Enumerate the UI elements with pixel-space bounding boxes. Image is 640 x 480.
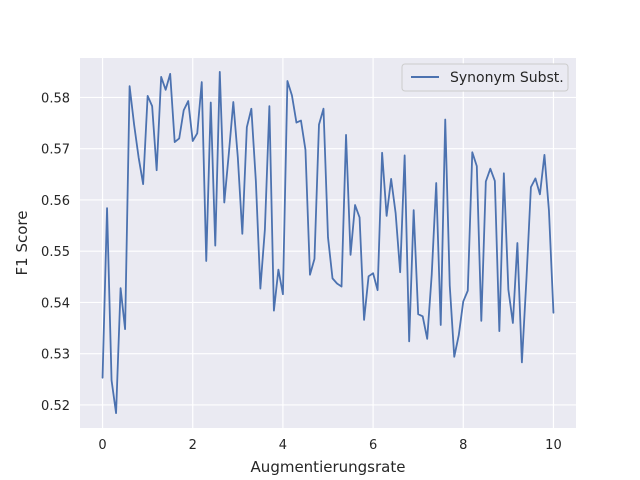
x-tick-label: 2 (189, 438, 197, 453)
series-line (101, 70, 555, 415)
x-tick-label: 4 (279, 438, 287, 453)
y-tick-label: 0.53 (41, 348, 70, 363)
y-tick-label: 0.54 (41, 296, 70, 311)
legend: Synonym Subst. (401, 63, 569, 92)
x-tick-label: 8 (459, 438, 467, 453)
y-axis-label: F1 Score (13, 211, 31, 276)
x-tick-label: 6 (369, 438, 377, 453)
y-tick-label: 0.56 (41, 194, 70, 209)
x-tick-label: 0 (98, 438, 106, 453)
legend-box (401, 63, 569, 92)
y-tick-label: 0.57 (41, 143, 70, 158)
series-layer (101, 70, 555, 415)
y-tick-label: 0.52 (41, 399, 70, 414)
y-tick-label: 0.58 (41, 91, 70, 106)
x-tick-label: 10 (545, 438, 562, 453)
y-tick-labels: 0.52 0.53 0.54 0.55 0.56 0.57 0.58 (41, 91, 70, 413)
grid (80, 58, 576, 428)
legend-label: Synonym Subst. (450, 70, 564, 86)
y-tick-label: 0.55 (41, 245, 70, 260)
x-axis-label: Augmentierungsrate (251, 458, 406, 476)
x-tick-labels: 0 2 4 6 8 10 (98, 438, 561, 453)
